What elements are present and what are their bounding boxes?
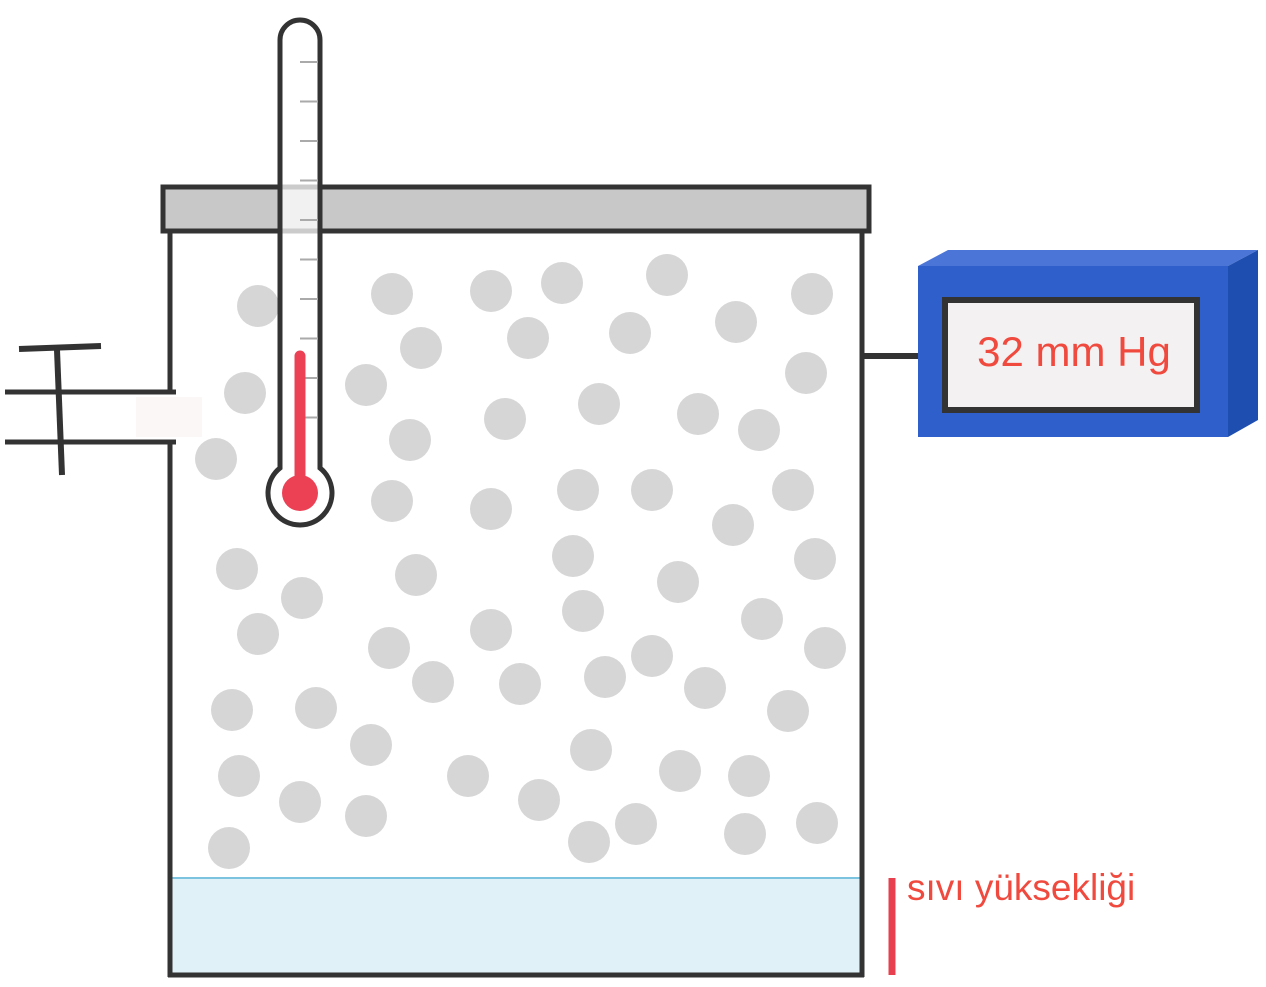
gas-particle xyxy=(470,609,512,651)
gas-particle xyxy=(791,273,833,315)
liquid-height-label: sıvı yüksekliği xyxy=(907,867,1135,908)
gas-particle xyxy=(279,781,321,823)
gas-particle xyxy=(796,802,838,844)
gas-particle xyxy=(395,554,437,596)
gas-particle xyxy=(568,821,610,863)
gas-particle xyxy=(281,577,323,619)
gas-particle xyxy=(499,663,541,705)
thermometer xyxy=(265,17,335,528)
valve[interactable] xyxy=(5,343,202,476)
gas-particle xyxy=(657,561,699,603)
gas-particle xyxy=(677,393,719,435)
gas-particle xyxy=(557,469,599,511)
gas-particle xyxy=(570,729,612,771)
container xyxy=(167,230,865,978)
gas-particle xyxy=(724,813,766,855)
gas-particle xyxy=(631,469,673,511)
gas-particle xyxy=(562,590,604,632)
gas-particle xyxy=(368,627,410,669)
gas-particle xyxy=(371,273,413,315)
gas-particle xyxy=(412,661,454,703)
gas-particle xyxy=(584,656,626,698)
gas-particle xyxy=(371,480,413,522)
gas-particle xyxy=(728,755,770,797)
gas-particle xyxy=(507,317,549,359)
liquid xyxy=(170,878,862,975)
valve-handle xyxy=(18,343,102,352)
gas-particle xyxy=(715,301,757,343)
gas-particle xyxy=(767,690,809,732)
gas-particle xyxy=(741,598,783,640)
gas-particle xyxy=(237,613,279,655)
gauge-screen xyxy=(942,297,1200,413)
gas-particle xyxy=(738,409,780,451)
thermometer-bulb xyxy=(282,475,318,511)
gas-particle xyxy=(631,635,673,677)
gas-particle xyxy=(712,504,754,546)
thermometer-tube xyxy=(265,17,335,528)
gas-particle xyxy=(224,372,266,414)
gas-particle xyxy=(345,795,387,837)
gas-particle xyxy=(578,383,620,425)
pressure-gauge: 32 mm Hg xyxy=(864,250,1258,437)
gas-particle xyxy=(659,750,701,792)
gas-particle xyxy=(646,254,688,296)
gas-particle xyxy=(447,755,489,797)
gas-particle xyxy=(541,262,583,304)
gauge-top-face xyxy=(918,250,1258,266)
gas-particle xyxy=(470,270,512,312)
gauge-side-face xyxy=(1228,250,1258,437)
gas-particle xyxy=(295,687,337,729)
gas-particle xyxy=(350,724,392,766)
gas-particle xyxy=(208,827,250,869)
gas-particle xyxy=(794,538,836,580)
valve-opening xyxy=(136,397,202,437)
gas-particle xyxy=(218,755,260,797)
gas-particle xyxy=(684,667,726,709)
gas-particle xyxy=(772,469,814,511)
gas-particle xyxy=(237,285,279,327)
gas-particle xyxy=(345,364,387,406)
gas-particle xyxy=(552,535,594,577)
gas-particle xyxy=(389,419,431,461)
gas-particle xyxy=(195,438,237,480)
gas-particle xyxy=(211,689,253,731)
gas-particle xyxy=(615,803,657,845)
gauge-reading: 32 mm Hg xyxy=(977,328,1171,375)
container-lid xyxy=(160,184,872,234)
gas-particle xyxy=(804,627,846,669)
gas-particle xyxy=(785,352,827,394)
gas-particle xyxy=(216,548,258,590)
valve-stem xyxy=(54,349,65,476)
gas-particle xyxy=(484,398,526,440)
gas-particle xyxy=(609,312,651,354)
gas-particle xyxy=(400,327,442,369)
gas-particle xyxy=(518,779,560,821)
gas-particles xyxy=(195,254,846,869)
gas-particle xyxy=(470,488,512,530)
